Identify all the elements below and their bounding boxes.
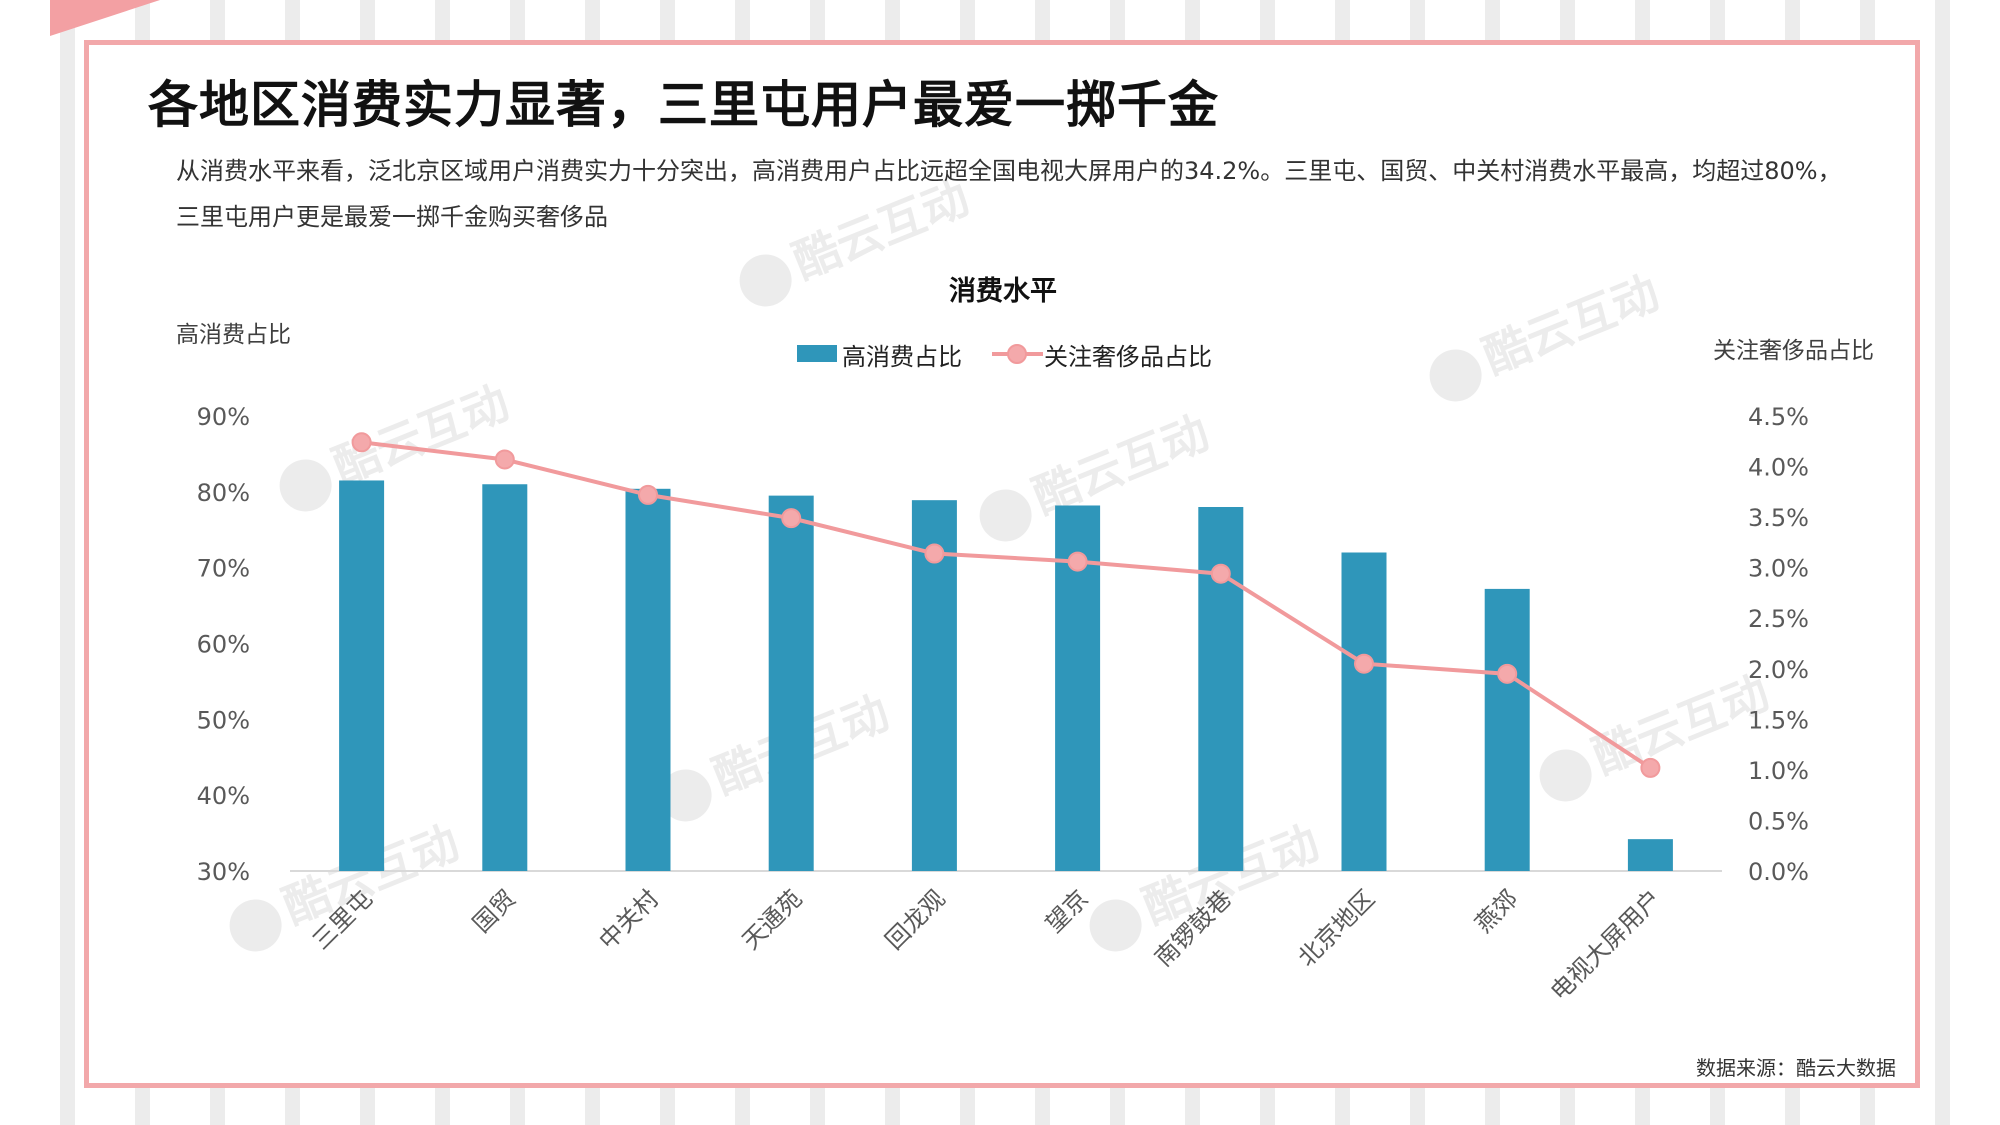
- right-tick-label: 2.0%: [1748, 656, 1809, 684]
- right-tick-label: 0.0%: [1748, 858, 1809, 886]
- line-marker-电视大屏用户: [1640, 757, 1661, 778]
- line-marker-南锣鼓巷: [1210, 563, 1231, 584]
- bar-燕郊: [1484, 588, 1530, 871]
- left-tick-label: 70%: [197, 555, 250, 583]
- right-axis-label: 关注奢侈品占比: [1713, 338, 1874, 364]
- legend-bar-swatch: [797, 345, 837, 362]
- line-marker-回龙观: [924, 543, 945, 564]
- x-tick-label: 南锣鼓巷: [1149, 884, 1237, 972]
- chart-title: 消费水平: [949, 276, 1057, 307]
- right-tick-label: 2.5%: [1748, 605, 1809, 633]
- line-marker-中关村: [638, 484, 658, 505]
- right-tick-label: 3.5%: [1748, 504, 1809, 532]
- line-series: [351, 432, 1661, 778]
- page-title: 各地区消费实力显著，三里屯用户最爱一掷千金: [148, 76, 1219, 134]
- left-axis-ticks: 30% 40% 50% 60% 70% 80% 90%: [197, 403, 250, 886]
- line-marker-望京: [1067, 551, 1088, 572]
- x-axis-labels: 三里屯 国贸 中关村 天通苑 回龙观 望京 南锣鼓巷 北京地区 燕郊 电视大屏用户: [307, 884, 1667, 1006]
- x-tick-label: 回龙观: [880, 884, 951, 955]
- right-tick-label: 4.5%: [1748, 403, 1809, 431]
- x-tick-label: 中关村: [594, 884, 665, 955]
- line-marker-北京地区: [1354, 653, 1374, 674]
- bar-国贸: [482, 484, 528, 871]
- x-tick-label: 天通苑: [737, 884, 808, 955]
- x-tick-label: 望京: [1040, 884, 1094, 938]
- right-tick-label: 3.0%: [1748, 555, 1809, 583]
- x-tick-label: 北京地区: [1293, 884, 1381, 972]
- line-marker-天通苑: [781, 508, 802, 529]
- x-tick-label: 电视大屏用户: [1545, 884, 1667, 1006]
- right-tick-label: 1.5%: [1748, 706, 1809, 734]
- page-description: 从消费水平来看，泛北京区域用户消费实力十分突出，高消费用户占比远超全国电视大屏用…: [176, 157, 1842, 231]
- legend-label-luxury-interest: 关注奢侈品占比: [1044, 343, 1212, 371]
- line-marker-国贸: [494, 449, 515, 470]
- right-axis-ticks: 0.0% 0.5% 1.0% 1.5% 2.0% 2.5% 3.0% 3.5% 4.0% 4.5%: [1748, 403, 1809, 886]
- bar-北京地区: [1341, 552, 1387, 871]
- bar-南锣鼓巷: [1198, 507, 1244, 871]
- luxury-interest-line: [361, 440, 1652, 770]
- line-marker-三里屯: [351, 432, 372, 453]
- left-tick-label: 90%: [197, 403, 250, 431]
- bar-series: [339, 480, 1673, 871]
- right-tick-label: 1.0%: [1748, 757, 1809, 785]
- left-tick-label: 60%: [197, 631, 250, 659]
- legend-label-high-consumption: 高消费占比: [842, 343, 962, 371]
- right-tick-label: 4.0%: [1748, 454, 1809, 482]
- x-tick-label: 燕郊: [1470, 884, 1524, 938]
- x-tick-label: 三里屯: [307, 884, 378, 955]
- line-marker-燕郊: [1497, 663, 1518, 684]
- data-source: 数据来源：酷云大数据: [1696, 1056, 1896, 1080]
- left-axis-label: 高消费占比: [176, 322, 291, 348]
- left-tick-label: 30%: [197, 858, 250, 886]
- right-tick-label: 0.5%: [1748, 807, 1809, 835]
- left-tick-label: 40%: [197, 782, 250, 810]
- left-tick-label: 50%: [197, 706, 250, 734]
- content-frame: [84, 40, 1920, 1088]
- corner-decoration: [50, 0, 160, 36]
- bar-电视大屏用户: [1627, 839, 1673, 871]
- bar-三里屯: [339, 480, 385, 871]
- bar-中关村: [625, 488, 671, 871]
- left-tick-label: 80%: [197, 479, 250, 507]
- bar-天通苑: [768, 495, 814, 871]
- legend-line-marker: [1007, 344, 1027, 364]
- x-tick-label: 国贸: [467, 884, 521, 938]
